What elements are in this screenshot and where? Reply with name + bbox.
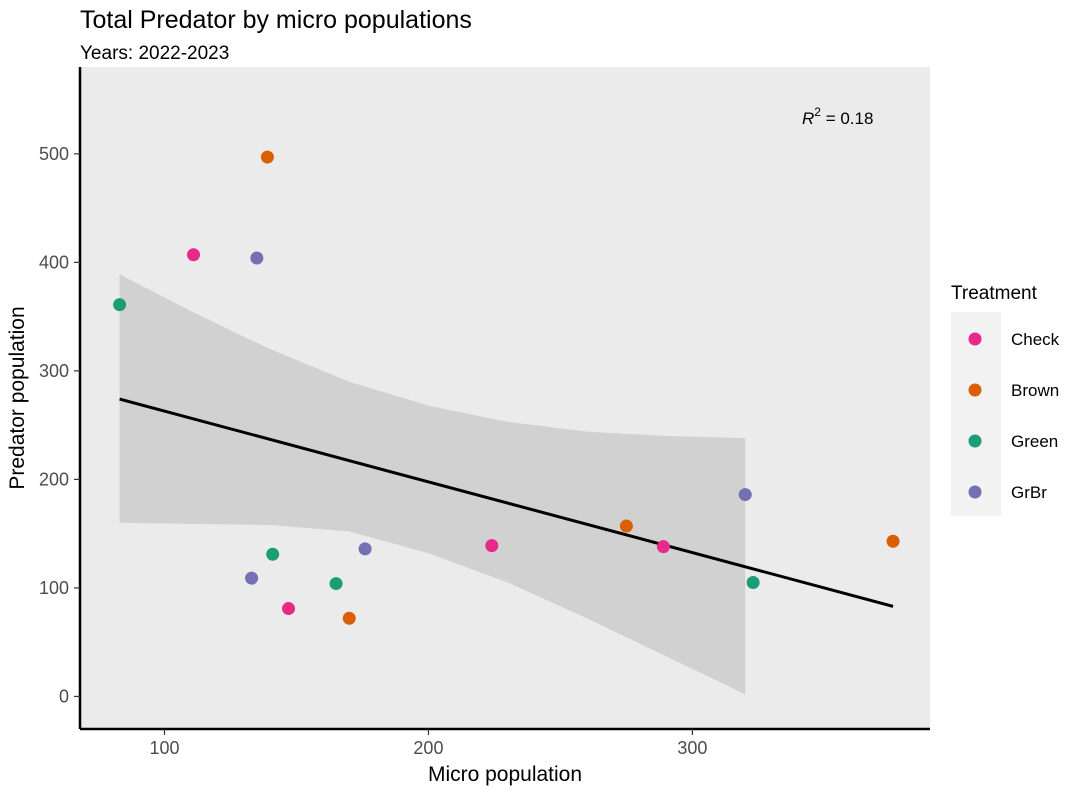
data-point-check — [485, 539, 499, 553]
legend-key-brown — [968, 383, 982, 397]
data-point-brown — [619, 519, 633, 533]
y-tick-label: 300 — [39, 361, 69, 381]
data-point-grbr — [250, 251, 264, 265]
legend-label-check: Check — [1011, 330, 1060, 349]
y-tick-label: 400 — [39, 252, 69, 272]
data-point-brown — [260, 150, 274, 164]
data-point-green — [746, 575, 760, 589]
r-squared-value: = 0.18 — [821, 109, 873, 128]
data-point-check — [656, 540, 670, 554]
chart-title: Total Predator by micro populations — [80, 6, 472, 34]
data-point-green — [113, 298, 127, 312]
r-squared-exponent: 2 — [814, 105, 821, 119]
r-squared-symbol: R — [802, 109, 814, 128]
r-squared-annotation: R2 = 0.18 — [802, 105, 873, 128]
legend-label-brown: Brown — [1011, 381, 1059, 400]
y-axis-title: Predator population — [6, 306, 29, 489]
data-point-brown — [342, 611, 356, 625]
points-layer — [113, 150, 900, 625]
y-tick-label: 200 — [39, 469, 69, 489]
y-tick-label: 100 — [39, 578, 69, 598]
x-tick-label: 200 — [413, 738, 443, 758]
x-axis-title: Micro population — [428, 763, 582, 786]
legend-title: Treatment — [951, 283, 1038, 304]
legend-key-green — [968, 434, 982, 448]
legend-key-background — [951, 312, 1001, 516]
y-tick-label: 500 — [39, 144, 69, 164]
legend-label-grbr: GrBr — [1011, 483, 1047, 502]
data-point-green — [329, 577, 343, 591]
chart-subtitle: Years: 2022-2023 — [80, 43, 229, 64]
y-tick-label: 0 — [59, 686, 69, 706]
legend-key-check — [968, 332, 982, 346]
data-point-brown — [886, 534, 900, 548]
data-point-green — [266, 547, 280, 561]
data-point-grbr — [245, 571, 259, 585]
legend: Check Brown Green GrBr — [968, 330, 1060, 502]
legend-key-grbr — [968, 485, 982, 499]
regression-line — [119, 397, 894, 608]
data-point-check — [187, 248, 201, 262]
data-point-grbr — [358, 542, 372, 556]
x-tick-label: 100 — [149, 738, 179, 758]
data-point-check — [282, 602, 296, 616]
fit-line-layer — [119, 397, 894, 608]
x-tick-label: 300 — [677, 738, 707, 758]
ticks-layer: 100 200 300 0 100 200 300 400 500 — [39, 144, 707, 758]
legend-label-green: Green — [1011, 432, 1058, 451]
data-point-grbr — [738, 488, 752, 502]
